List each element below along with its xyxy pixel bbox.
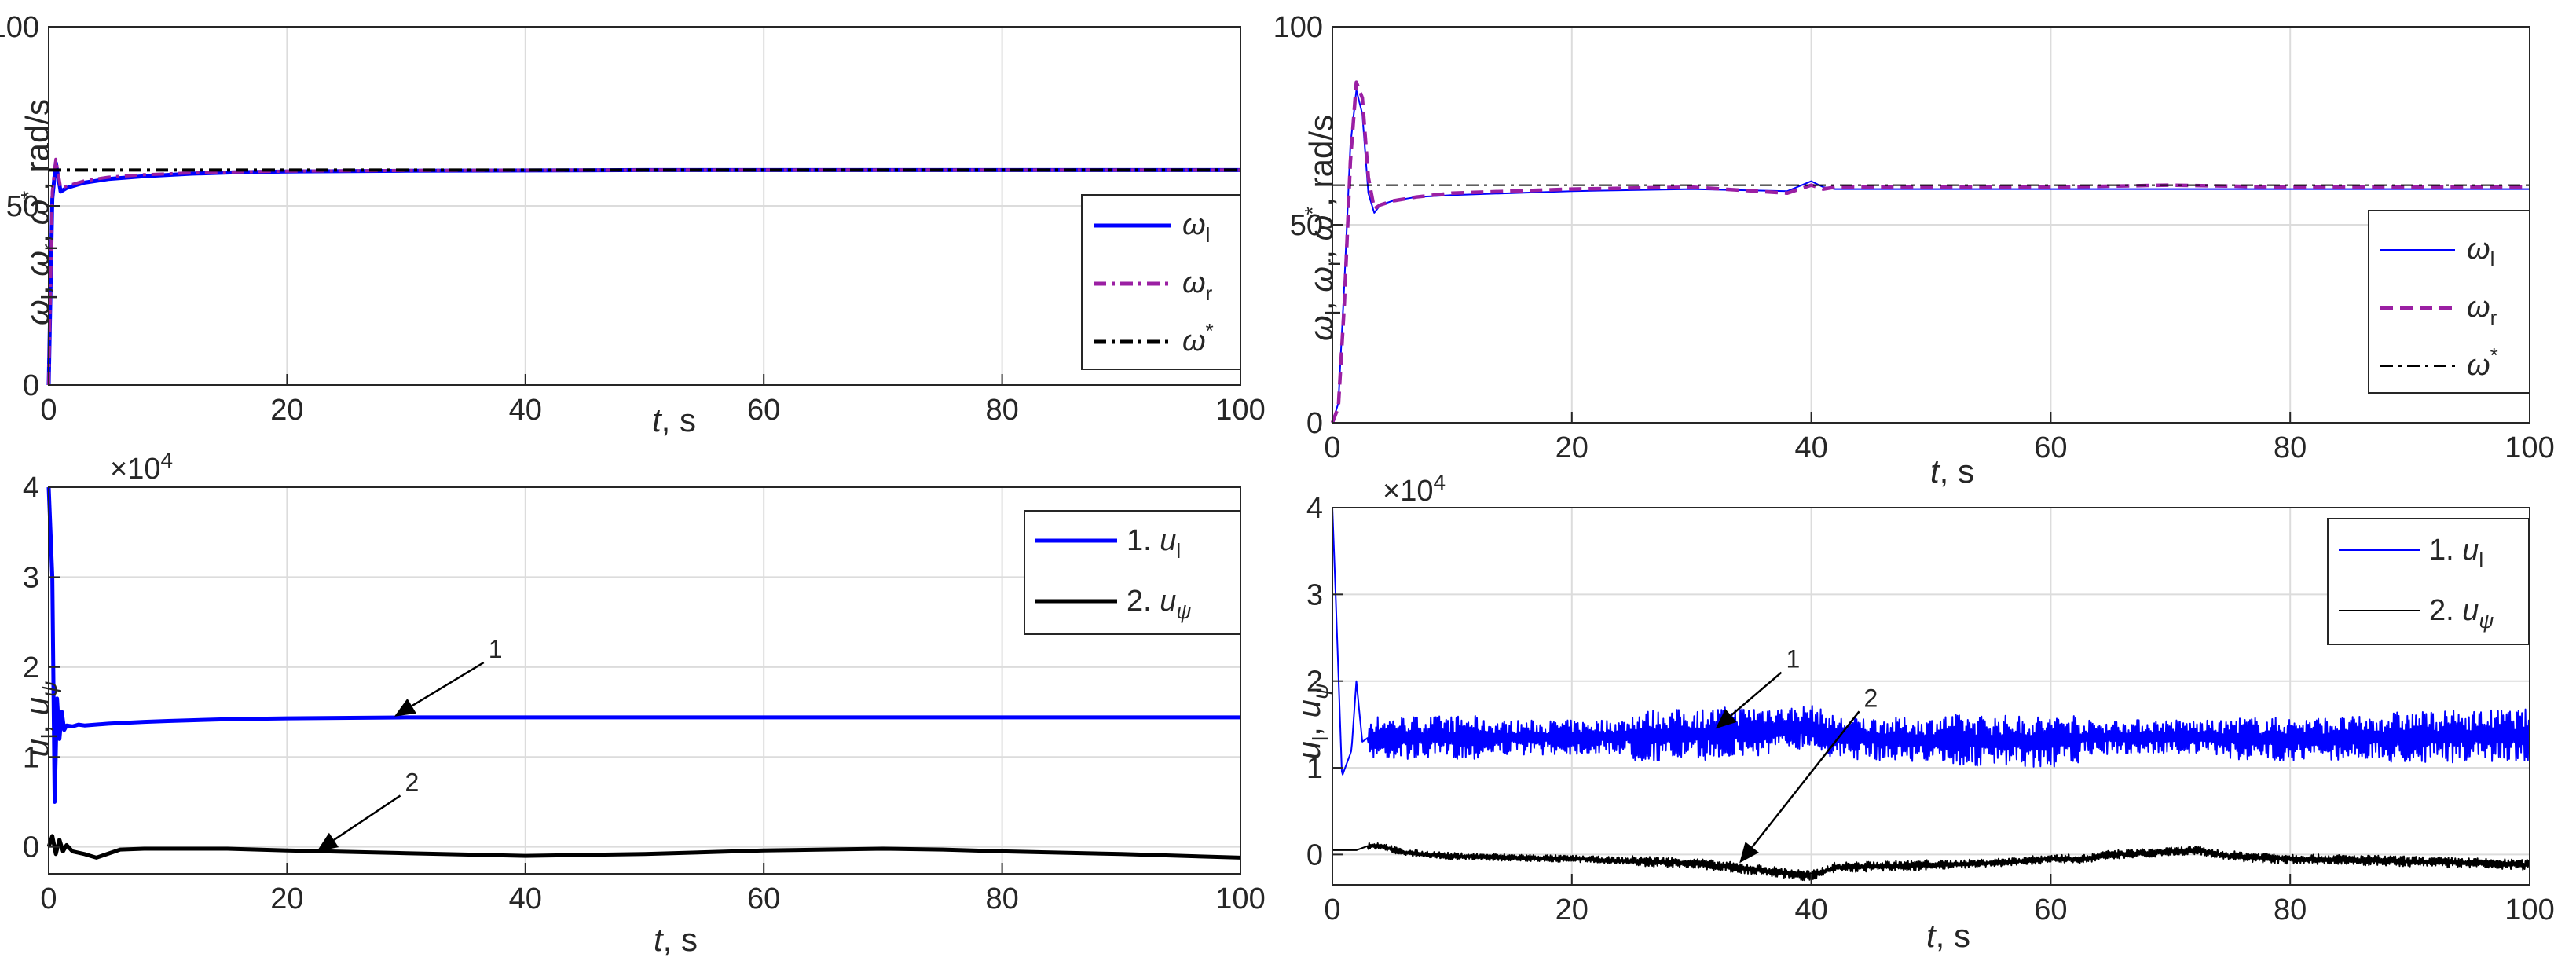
axes-frame (48, 486, 1241, 875)
series-line-2 (1332, 842, 2530, 882)
annotation-arrowhead (1715, 709, 1737, 729)
y-tick-label: 1 (1306, 752, 1323, 785)
y-axis-label: ωl, ωr, ω*, rad/s (16, 99, 61, 325)
legend: 1. ul 2. uψ (2327, 518, 2530, 645)
annotation-label: 2 (1864, 684, 1878, 712)
x-tick-label: 60 (2034, 431, 2067, 464)
x-tick-label: 80 (2274, 893, 2307, 926)
x-tick-label: 0 (40, 882, 57, 915)
annotation-arrowhead (317, 832, 339, 852)
x-tick-label: 20 (1555, 431, 1588, 464)
panel-bottom-left: 0 20 40 60 80 100 0 1 2 3 4 1 2 1. ul 2. uψ ×104 ul… (19, 448, 1266, 958)
x-tick-label: 80 (985, 882, 1018, 915)
x-tick-label: 0 (1324, 431, 1340, 464)
x-axis-label: t, s (1930, 453, 1974, 490)
x-axis-label: t, s (652, 402, 696, 438)
x-tick-label: 100 (1215, 394, 1265, 427)
panel-top-right: 0 20 40 60 80 100 0 50 100 ωl ωr ω* ωl, ωr, ω*, … (1273, 11, 2555, 490)
x-tick-label: 20 (270, 882, 303, 915)
x-tick-label: 40 (509, 394, 542, 427)
y-axis-label: ωl, ωr, ω*, rad/s (1300, 115, 1345, 341)
x-tick-label: 80 (2274, 431, 2307, 464)
y-tick-label: 4 (1306, 492, 1323, 525)
x-tick-label: 20 (270, 394, 303, 427)
y-tick-label: 4 (23, 471, 39, 505)
x-axis-label: t, s (654, 921, 698, 958)
panel-bottom-right: 0 20 40 60 80 100 0 1 2 3 4 1 2 1. ul 2. uψ ×104 ul… (1290, 470, 2555, 954)
annotation-arrowhead (1739, 842, 1759, 864)
x-tick-label: 100 (2505, 893, 2554, 926)
annotation-arrow (333, 794, 401, 841)
y-tick-label: 0 (1306, 407, 1323, 440)
y-tick-label: 0 (23, 369, 39, 402)
y-tick-label: 50 (1290, 209, 1323, 242)
x-tick-label: 80 (985, 394, 1018, 427)
legend-label-u-l: 1. ul (1127, 524, 1181, 563)
exponent-label: ×104 (1383, 470, 1446, 508)
x-tick-label: 0 (40, 394, 57, 427)
y-tick-label: 50 (6, 190, 39, 223)
annotation-arrow (1751, 710, 1860, 848)
legend: 1. ul 2. uψ (1024, 510, 1241, 635)
y-tick-label: 100 (1273, 11, 1323, 44)
annotation-arrow (411, 662, 485, 707)
series-line-2 (47, 157, 1240, 386)
x-tick-label: 40 (1794, 431, 1827, 464)
legend-box (2327, 518, 2530, 645)
y-tick-label: 3 (1306, 578, 1323, 611)
legend: ωl ωr ω* (2368, 210, 2530, 394)
y-tick-label: 2 (1306, 666, 1323, 699)
legend-box (1024, 510, 1241, 635)
legend-label-omega-l: ωl (1182, 208, 1210, 247)
series-line-2 (1330, 80, 2530, 424)
y-tick-label: 0 (23, 831, 39, 864)
x-tick-label: 100 (2505, 431, 2554, 464)
y-tick-label: 2 (23, 651, 39, 684)
y-axis-label: ul, uψ (19, 681, 61, 758)
x-tick-label: 20 (1555, 893, 1588, 926)
series-line-1 (1332, 89, 2530, 424)
x-tick-label: 40 (1794, 893, 1827, 926)
panel-top-left: 0 20 40 60 80 100 0 50 100 ωl ωr ω* ωl, ωr, ω*, … (0, 11, 1266, 438)
annotation-label: 2 (405, 768, 420, 796)
y-tick-label: 100 (0, 11, 39, 44)
y-tick-label: 1 (23, 741, 39, 774)
axes-frame (1332, 507, 2530, 886)
x-tick-label: 40 (509, 882, 542, 915)
legend-box (2368, 210, 2530, 394)
x-tick-label: 60 (747, 394, 780, 427)
x-tick-label: 0 (1324, 893, 1340, 926)
legend-label-u-l: 1. ul (2429, 534, 2483, 572)
y-axis-label: ul, uψ (1290, 684, 1332, 760)
annotation-label: 1 (1786, 645, 1801, 673)
series-line-1 (46, 486, 1240, 804)
y-tick-label: 3 (23, 561, 39, 594)
annotation-arrowhead (394, 698, 416, 717)
x-tick-label: 60 (747, 882, 780, 915)
x-tick-label: 60 (2034, 893, 2067, 926)
exponent-label: ×104 (110, 448, 173, 486)
x-tick-label: 100 (1215, 882, 1265, 915)
y-tick-label: 0 (1306, 838, 1323, 871)
series-line-1 (1332, 507, 2530, 776)
legend: ωl ωr ω* (1081, 194, 1241, 370)
annotation-arrow (1730, 671, 1783, 717)
annotation-label: 1 (489, 635, 503, 663)
legend-label-omega-l: ωl (2467, 233, 2494, 271)
series-line-2 (46, 834, 1241, 860)
x-axis-label: t, s (1926, 917, 1970, 954)
series-line-1 (46, 160, 1240, 386)
